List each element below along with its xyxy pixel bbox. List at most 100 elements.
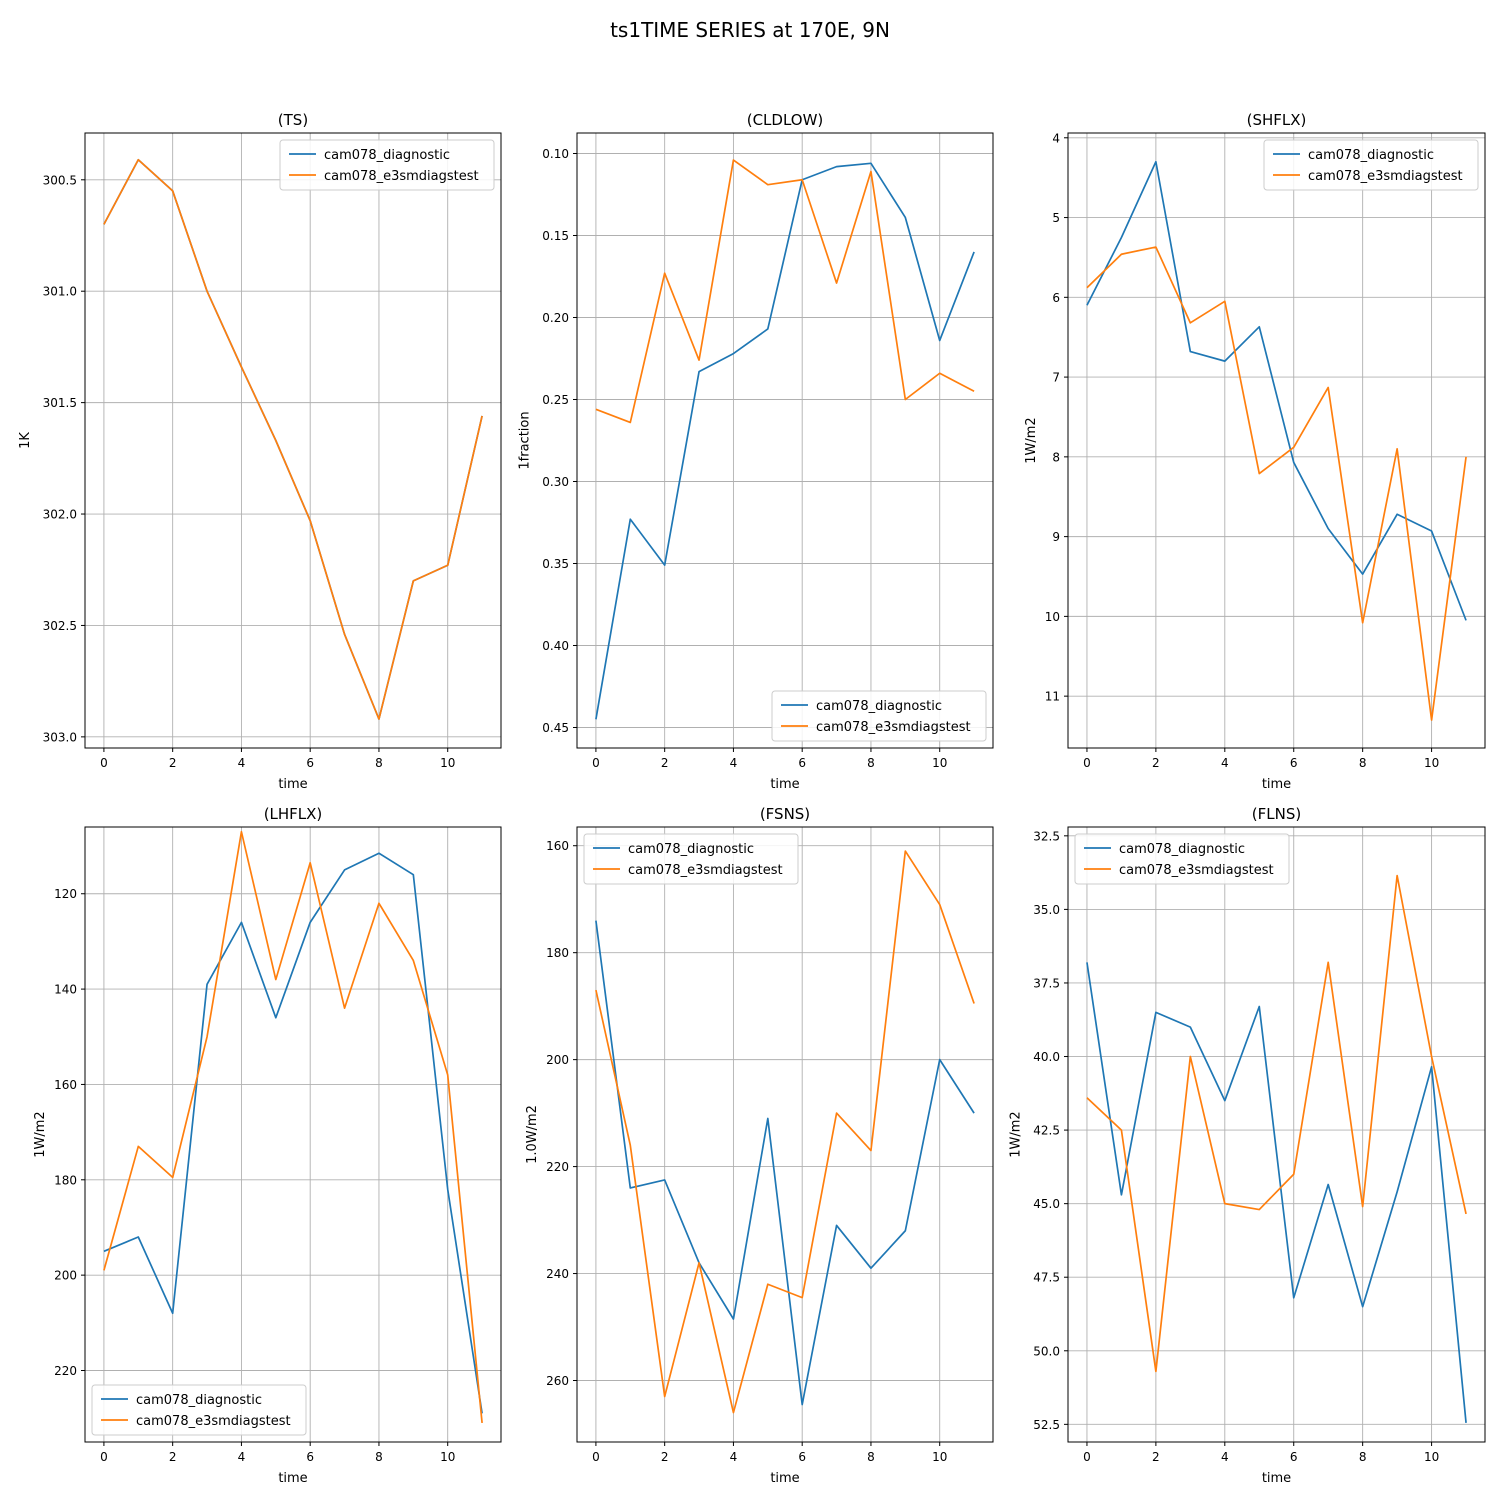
- legend: cam078_diagnostic cam078_e3smdiagstest: [583, 833, 799, 885]
- x-tick-label: 6: [306, 756, 314, 770]
- y-tick-label: 6: [1052, 291, 1060, 305]
- y-tick-label: 52.5: [1033, 1418, 1060, 1432]
- y-tick-label: 0.15: [542, 229, 569, 243]
- chart-panel-3: 0 2 4 6 8 10 120 140 160 180 200 220 (LHFLX) time 1W/m…: [33, 805, 502, 1486]
- legend-label: cam078_diagnostic: [136, 1393, 262, 1408]
- y-tick-label: 0.45: [542, 721, 569, 735]
- y-tick-label: 301.5: [43, 396, 77, 410]
- legend-label: cam078_e3smdiagstest: [628, 863, 783, 878]
- y-tick-label: 260: [546, 1374, 569, 1388]
- y-tick-label: 302.5: [43, 619, 77, 633]
- series-line-cam078_diagnostic: [103, 852, 483, 1414]
- x-axis-label: time: [770, 1471, 799, 1486]
- y-axis-label: 1fraction: [518, 411, 533, 469]
- x-tick-label: 6: [798, 756, 806, 770]
- x-axis-label: time: [1262, 777, 1291, 792]
- x-tick-label: 10: [932, 756, 947, 770]
- x-tick-label: 8: [375, 756, 383, 770]
- y-tick-label: 0.10: [542, 147, 569, 161]
- y-tick-label: 200: [54, 1269, 77, 1283]
- legend-box: [1074, 833, 1290, 885]
- y-tick-label: 10: [1045, 610, 1060, 624]
- series-line-cam078_e3smdiagstest: [595, 159, 975, 424]
- chart-panel-4: 0 2 4 6 8 10 160 180 200 220 240 260 (FSNS) time 1.0W/…: [525, 805, 994, 1486]
- y-tick-label: 220: [54, 1364, 77, 1378]
- y-tick-label: 50.0: [1033, 1344, 1060, 1358]
- x-axis-label: time: [1262, 1471, 1291, 1486]
- y-tick-label: 4: [1052, 131, 1060, 145]
- y-tick-label: 303.0: [43, 730, 77, 744]
- panel-title: (TS): [278, 111, 308, 129]
- x-tick-label: 8: [867, 1450, 875, 1464]
- legend-label: cam078_diagnostic: [628, 842, 754, 857]
- x-tick-label: 2: [169, 1450, 177, 1464]
- y-tick-label: 160: [54, 1078, 77, 1092]
- x-tick-label: 2: [661, 1450, 669, 1464]
- axes-frame: [576, 826, 994, 1443]
- x-tick-label: 4: [730, 1450, 738, 1464]
- y-axis-label: 1W/m2: [33, 1111, 48, 1157]
- y-tick-label: 180: [546, 946, 569, 960]
- x-tick-label: 4: [1221, 1450, 1229, 1464]
- panels: 0 2 4 6 8 10 300.5 301.0 301.5 302.0 302.5 303.0 (TS…: [18, 111, 1486, 1486]
- axes-frame: [84, 826, 502, 1443]
- x-tick-label: 2: [1152, 756, 1160, 770]
- x-tick-label: 0: [1083, 1450, 1091, 1464]
- legend-label: cam078_e3smdiagstest: [1308, 169, 1463, 184]
- x-tick-label: 4: [1221, 756, 1229, 770]
- x-tick-label: 4: [730, 756, 738, 770]
- axes-frame: [1067, 826, 1486, 1443]
- x-axis-label: time: [278, 1471, 307, 1486]
- panel-title: (SHFLX): [1247, 111, 1307, 129]
- y-axis-label: 1.0W/m2: [525, 1105, 540, 1164]
- x-tick-label: 6: [1290, 1450, 1298, 1464]
- x-axis-label: time: [770, 777, 799, 792]
- x-tick-label: 8: [375, 1450, 383, 1464]
- legend-box: [91, 1384, 307, 1436]
- x-tick-label: 6: [798, 1450, 806, 1464]
- y-tick-label: 9: [1052, 530, 1060, 544]
- x-tick-label: 8: [1359, 756, 1367, 770]
- y-axis-label: 1K: [18, 432, 33, 449]
- y-tick-label: 47.5: [1033, 1271, 1060, 1285]
- legend-label: cam078_diagnostic: [816, 699, 942, 714]
- y-tick-label: 120: [54, 887, 77, 901]
- y-tick-label: 180: [54, 1173, 77, 1187]
- panel-title: (FSNS): [760, 805, 810, 823]
- y-tick-label: 11: [1045, 690, 1060, 704]
- x-tick-label: 0: [1083, 756, 1091, 770]
- axes-frame: [1067, 132, 1486, 749]
- x-tick-label: 2: [169, 756, 177, 770]
- x-tick-label: 4: [238, 1450, 246, 1464]
- legend: cam078_diagnostic cam078_e3smdiagstest: [1263, 139, 1479, 191]
- y-tick-label: 300.5: [43, 173, 77, 187]
- y-tick-label: 45.0: [1033, 1197, 1060, 1211]
- y-tick-label: 35.0: [1033, 903, 1060, 917]
- x-tick-label: 6: [306, 1450, 314, 1464]
- y-tick-label: 42.5: [1033, 1124, 1060, 1138]
- x-tick-label: 0: [592, 756, 600, 770]
- series-line-cam078_e3smdiagstest: [595, 850, 975, 1414]
- x-tick-label: 0: [592, 1450, 600, 1464]
- y-tick-label: 0.30: [542, 475, 569, 489]
- chart-panel-1: 0 2 4 6 8 10 0.10 0.15 0.20 0.25 0.30 0.35 0.40 0.45 (…: [518, 111, 994, 792]
- legend-label: cam078_diagnostic: [1119, 842, 1245, 857]
- legend: cam078_diagnostic cam078_e3smdiagstest: [771, 690, 987, 742]
- y-tick-label: 0.25: [542, 393, 569, 407]
- legend-box: [279, 139, 495, 191]
- y-tick-label: 37.5: [1033, 976, 1060, 990]
- x-tick-label: 10: [932, 1450, 947, 1464]
- panel-title: (CLDLOW): [747, 111, 824, 129]
- y-tick-label: 7: [1052, 371, 1060, 385]
- legend: cam078_diagnostic cam078_e3smdiagstest: [279, 139, 495, 191]
- y-tick-label: 8: [1052, 450, 1060, 464]
- axes-frame: [576, 132, 994, 749]
- x-tick-label: 10: [440, 756, 455, 770]
- y-tick-label: 220: [546, 1160, 569, 1174]
- x-tick-label: 0: [100, 1450, 108, 1464]
- y-axis-label: 1W/m2: [1009, 1111, 1024, 1157]
- y-tick-label: 301.0: [43, 285, 77, 299]
- y-tick-label: 5: [1052, 211, 1060, 225]
- y-tick-label: 160: [546, 839, 569, 853]
- x-tick-label: 6: [1290, 756, 1298, 770]
